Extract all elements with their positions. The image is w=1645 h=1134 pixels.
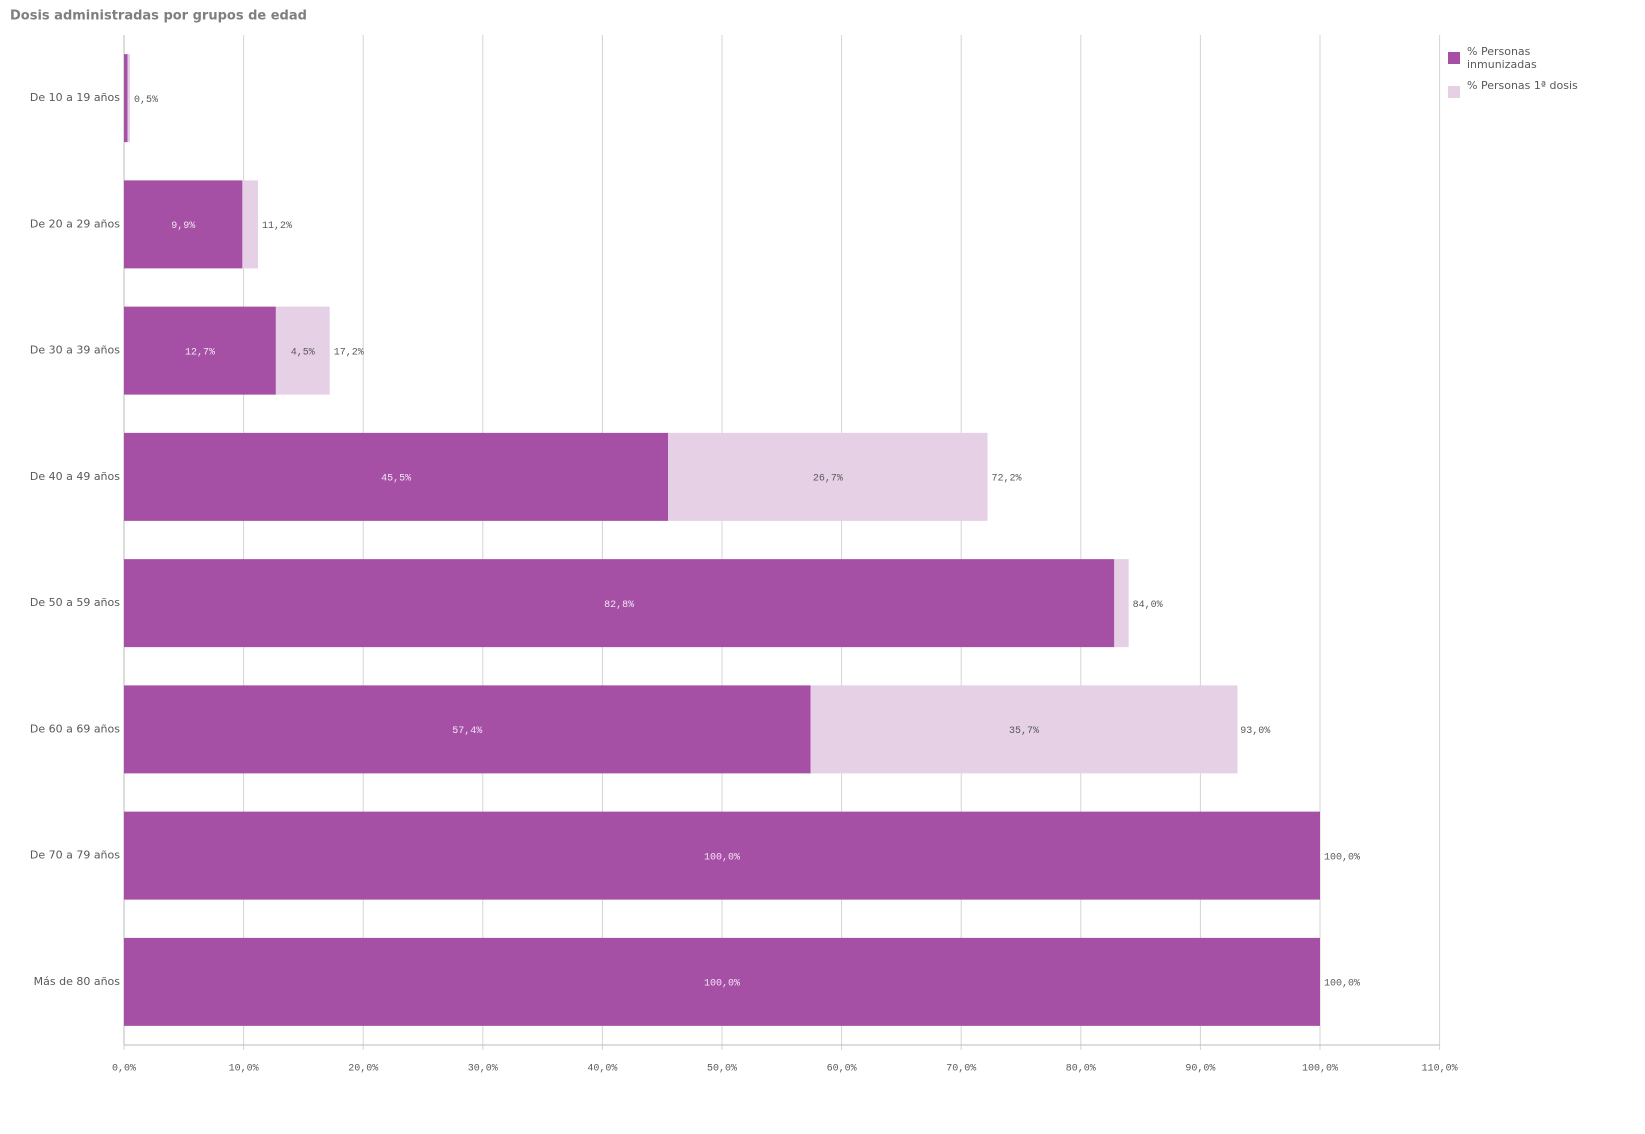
x-tick-label: 110,0% <box>1422 1064 1458 1075</box>
bar-segment <box>124 306 276 395</box>
legend-entry: % Personas inmunizadas <box>1467 45 1537 71</box>
legend-swatch <box>1448 86 1460 98</box>
data-label: 100,0% <box>704 979 740 990</box>
chart-title: Dosis administradas por grupos de edad <box>10 9 307 24</box>
data-label: 57,4% <box>452 726 482 737</box>
bar-segment <box>124 811 1320 900</box>
bar-segment <box>124 685 811 774</box>
bar-segment <box>124 937 1320 1026</box>
y-tick-label: De 10 a 19 años <box>30 91 120 104</box>
data-label: 100,0% <box>704 852 740 863</box>
x-tick-label: 40,0% <box>587 1064 617 1075</box>
x-tick-label: 90,0% <box>1185 1064 1215 1075</box>
bar-segment <box>124 559 1115 648</box>
x-tick-label: 20,0% <box>348 1064 378 1075</box>
bar-segment <box>124 180 243 269</box>
total-label: 72,2% <box>992 474 1022 485</box>
x-tick-label: 100,0% <box>1302 1064 1338 1075</box>
x-tick-label: 0,0% <box>112 1064 136 1075</box>
data-label: 4,5% <box>291 347 315 358</box>
x-tick-label: 50,0% <box>707 1064 737 1075</box>
x-tick-label: 30,0% <box>468 1064 498 1075</box>
y-tick-label: De 70 a 79 años <box>30 849 120 862</box>
data-label: 9,9% <box>171 221 195 232</box>
data-label: 35,7% <box>1009 726 1039 737</box>
legend-label: % Personas 1ª dosis <box>1467 79 1578 92</box>
total-label: 17,2% <box>334 347 364 358</box>
total-label: 84,0% <box>1133 600 1163 611</box>
total-label: 11,2% <box>262 221 292 232</box>
data-label: 12,7% <box>185 347 215 358</box>
bar-segment <box>124 54 128 143</box>
x-tick-label: 60,0% <box>827 1064 857 1075</box>
total-label: 0,5% <box>134 95 158 106</box>
total-label: 100,0% <box>1324 979 1360 990</box>
legend-label: % Personas inmunizadas <box>1467 45 1537 71</box>
data-label: 45,5% <box>381 474 411 485</box>
bar-segment <box>810 685 1238 774</box>
y-tick-label: De 50 a 59 años <box>30 596 120 609</box>
x-tick-label: 70,0% <box>946 1064 976 1075</box>
y-tick-label: De 40 a 49 años <box>30 470 120 483</box>
y-tick-label: Más de 80 años <box>34 975 121 988</box>
data-label: 82,8% <box>604 600 634 611</box>
y-tick-label: De 60 a 69 años <box>30 722 120 735</box>
total-label: 100,0% <box>1324 852 1360 863</box>
bar-segment <box>668 432 988 521</box>
data-label: 26,7% <box>813 474 843 485</box>
legend-entry: % Personas 1ª dosis <box>1467 79 1578 92</box>
y-tick-label: De 30 a 39 años <box>30 344 120 357</box>
bar-segment <box>1114 559 1129 648</box>
y-tick-label: De 20 a 29 años <box>30 217 120 230</box>
x-tick-label: 80,0% <box>1066 1064 1096 1075</box>
x-tick-label: 10,0% <box>229 1064 259 1075</box>
bar-segment <box>275 306 330 395</box>
legend-swatch <box>1448 52 1460 64</box>
bar-segment <box>242 180 258 269</box>
bar-segment <box>124 432 669 521</box>
total-label: 93,0% <box>1240 726 1270 737</box>
bar-segment <box>127 54 130 143</box>
